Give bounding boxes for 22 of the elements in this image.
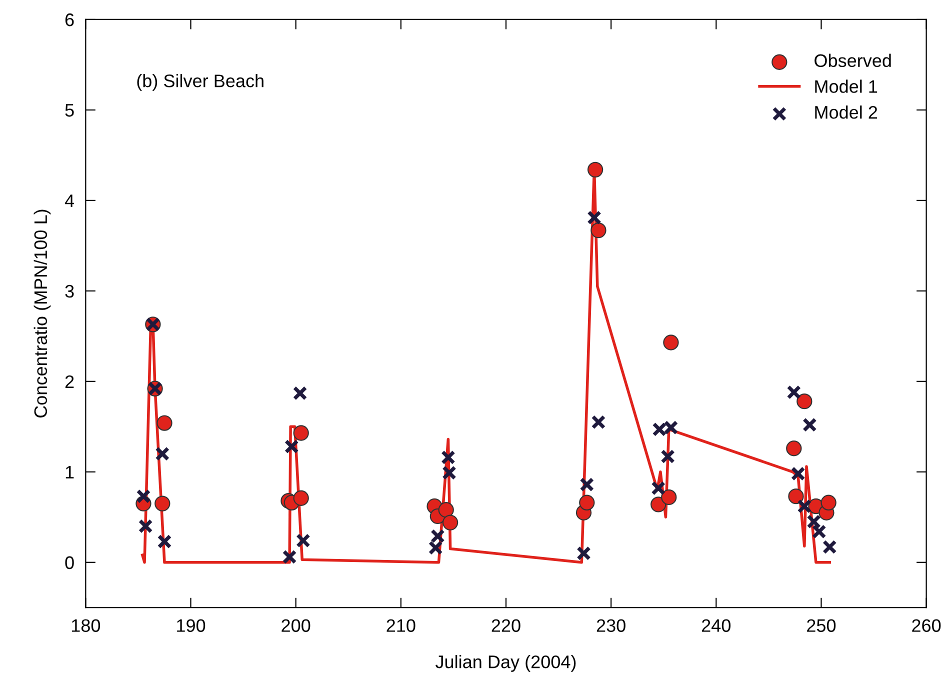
legend-label: Observed [814,54,891,68]
y-tick-label: 6 [65,13,74,26]
x-tick-label: 230 [596,619,626,632]
y-tick-label: 5 [65,104,74,117]
x-tick-label: 180 [72,619,100,632]
x-axis-title: Julian Day (2004) [436,654,576,672]
x-tick-label: 250 [807,619,836,632]
y-tick-label: 2 [65,375,74,388]
legend-label: Model 1 [815,80,878,93]
x-tick-label: 210 [386,619,416,632]
y-tick-label: 3 [65,284,74,298]
y-axis-title: Concentratio (MPN/100 L) [34,210,51,418]
legend-label: Model 2 [815,106,878,119]
x-tick-label: 190 [177,619,206,632]
annotation: (b) Silver Beach [137,74,264,91]
x-tick-label: 260 [912,619,941,632]
x-tick-label: 240 [702,619,730,632]
x-tick-label: 220 [492,619,520,632]
x-tick-label: 200 [282,619,310,632]
y-tick-label: 4 [64,194,74,207]
y-tick-label: 1 [66,466,74,478]
y-tick-label: 0 [65,556,74,570]
